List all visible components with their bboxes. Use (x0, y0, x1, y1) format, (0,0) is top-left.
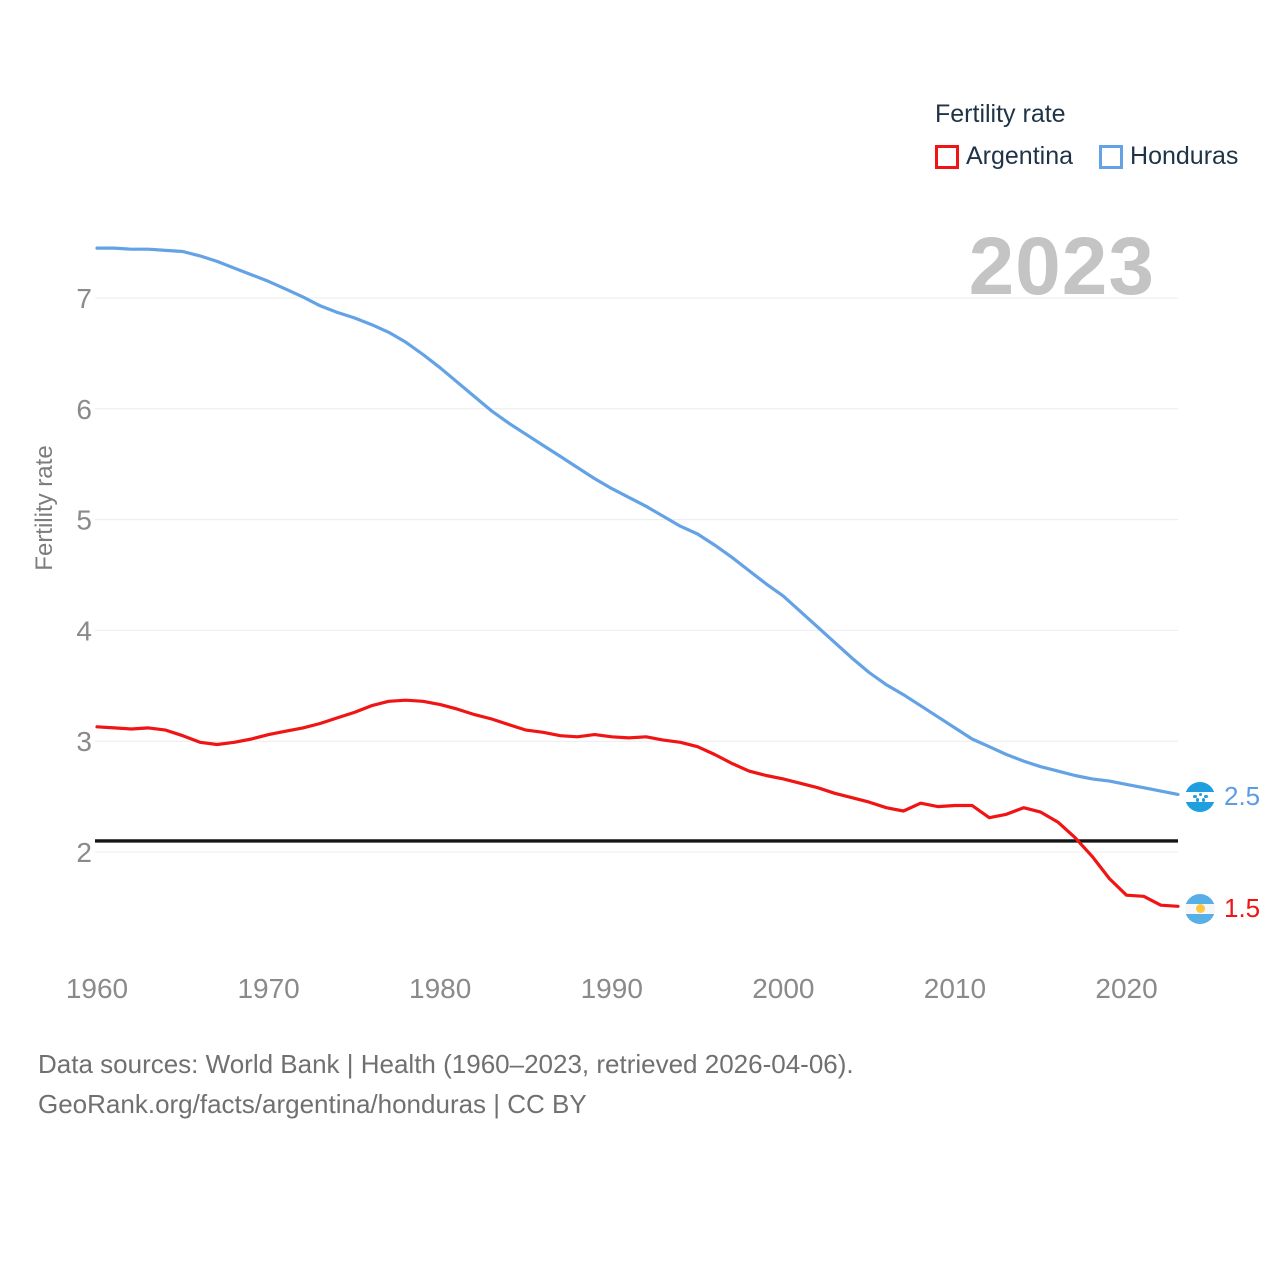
legend-label-honduras: Honduras (1130, 142, 1239, 170)
data-source-footer: Data sources: World Bank | Health (1960–… (38, 1044, 854, 1124)
argentina-swatch-icon (935, 144, 959, 169)
honduras-flag-icon (1185, 781, 1215, 812)
year-watermark: 2023 (968, 221, 1155, 312)
series-line-honduras[interactable] (95, 246, 1180, 797)
footer-line-2: GeoRank.org/facts/argentina/honduras | C… (38, 1089, 587, 1119)
x-tick-2010: 2010 (924, 973, 986, 1004)
x-tick-2000: 2000 (752, 973, 814, 1004)
legend-label-argentina: Argentina (966, 142, 1074, 170)
y-tick-5: 5 (76, 505, 92, 536)
end-label-argentina: 1.5 (1185, 893, 1260, 924)
legend-title: Fertility rate (935, 100, 1066, 128)
x-tick-1960: 1960 (66, 973, 128, 1004)
footer-line-1: Data sources: World Bank | Health (1960–… (38, 1049, 854, 1079)
legend-item-honduras[interactable]: Honduras (1099, 142, 1238, 171)
chart-legend: Fertility rate Argentina Honduras (935, 100, 1238, 171)
y-tick-4: 4 (76, 615, 92, 646)
argentina-end-value: 1.5 (1224, 893, 1261, 923)
x-tick-2020: 2020 (1095, 973, 1157, 1004)
argentina-flag-icon (1185, 893, 1215, 924)
x-tick-1990: 1990 (581, 973, 643, 1004)
y-tick-2: 2 (76, 837, 92, 868)
legend-item-argentina[interactable]: Argentina (935, 142, 1073, 171)
honduras-end-value: 2.5 (1224, 781, 1261, 811)
legend-items: Argentina Honduras (935, 142, 1238, 171)
series-line-argentina[interactable] (95, 698, 1180, 908)
honduras-swatch-icon (1099, 144, 1124, 169)
y-tick-6: 6 (76, 394, 92, 425)
x-tick-1970: 1970 (237, 973, 299, 1004)
end-label-honduras: 2.5 (1185, 781, 1260, 812)
y-tick-7: 7 (76, 283, 92, 314)
y-axis-title: Fertility rate (31, 445, 58, 571)
x-tick-1980: 1980 (409, 973, 471, 1004)
y-tick-3: 3 (76, 726, 92, 757)
